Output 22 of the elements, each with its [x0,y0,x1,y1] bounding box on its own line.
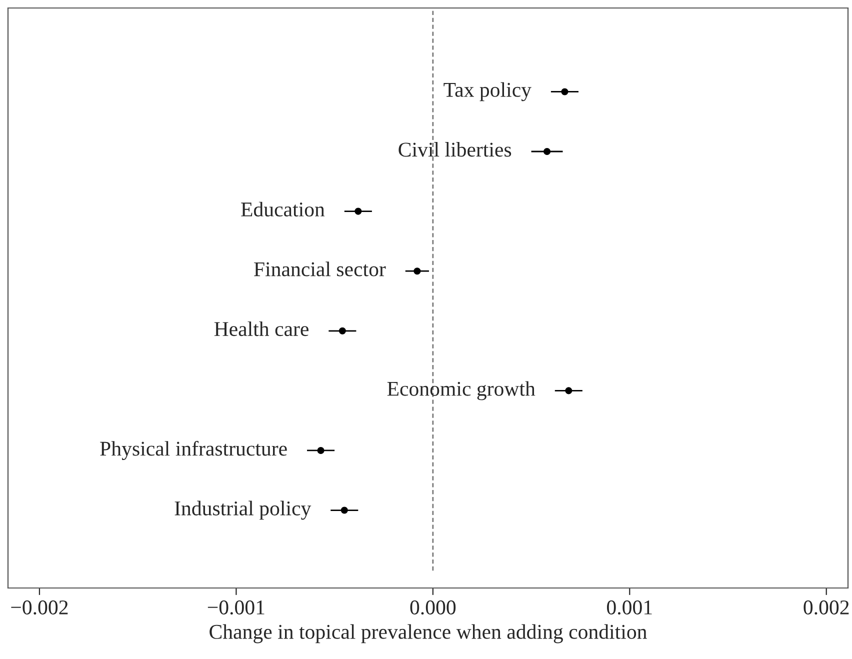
y-tick-label: Health care [214,321,308,336]
point [565,387,572,394]
y-tick-label: Economic growth [387,381,536,400]
point [414,268,421,275]
x-tick-label: 0.002 [804,600,849,615]
x-tick-label: −0.002 [11,600,68,615]
x-axis-title: Change in topical prevalence when adding condition [210,624,647,644]
point [544,148,551,156]
point [340,506,348,514]
point [354,208,362,215]
point [338,327,346,334]
point [561,88,568,96]
y-tick-label: Civil liberties [398,142,512,157]
y-tick-label: Tax policy [444,82,532,102]
point [317,446,324,454]
y-tick-label: Industrial policy [174,500,312,520]
y-tick-label: Financial sector [254,262,386,276]
y-tick-label: Education [241,202,325,217]
x-tick-label: 0.000 [410,600,456,615]
y-tick-label: Physical infrastructure [100,440,287,460]
x-tick-label: 0.001 [606,600,652,615]
x-tick-label: −0.001 [208,600,264,615]
